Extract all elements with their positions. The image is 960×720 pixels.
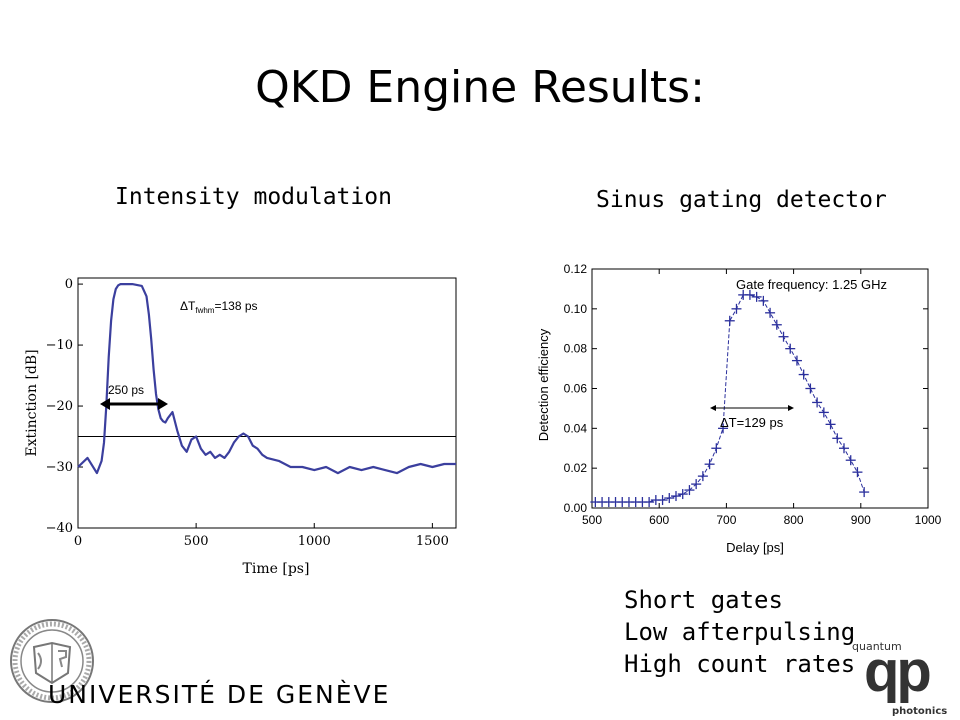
extinction-line [77,283,456,475]
y-tick-label: 0.00 [564,501,588,515]
fwhm-label: ΔTfwhm=138 ps [180,299,258,315]
plot-frame [77,277,457,529]
right-chart-frame [591,268,929,509]
intensity-modulation-chart: 0 500 1000 1500 0 −10 −20 −30 −40 Time [ps] Exti… [24,277,457,577]
qp-bottom-label: photonics [892,706,948,717]
slide-title: QKD Engine Results: [255,62,705,113]
x-tick-label: 1500 [416,534,449,549]
y-tick-label: 0 [65,277,73,292]
data-point [671,491,681,502]
x-tick-label: 0 [74,534,82,549]
x-tick-label: 500 [582,513,602,527]
right-subtitle: Sinus gating detector [596,187,887,213]
university-name: UNIVERSITÉ DE GENÈVE [48,680,391,709]
left-chart-frame [77,277,457,529]
data-point [677,489,688,500]
y-tick-label: 0.02 [564,461,588,475]
right-chart-ticks: 500 600 700 800 900 1000 0.00 0.02 0.04 0.06 0.08 0… [564,262,942,527]
data-point [771,319,782,330]
data-point [751,291,762,302]
sinus-gating-chart: 500 600 700 800 900 1000 0.00 0.02 0.04 0.06 0.08 0… [536,262,942,555]
y-tick-label: 0.04 [564,421,588,435]
data-point [731,303,742,314]
list-item: Short gates [624,586,783,614]
data-point [691,479,702,490]
y-tick-label: 0.06 [564,382,588,396]
qp-photonics-logo: quantum qp photonics [850,639,947,718]
data-point [684,485,695,496]
data-point [832,433,843,444]
left-y-axis-label: Extinction [dB] [24,349,40,456]
right-x-axis-label: Delay [ps] [726,540,784,555]
data-point [644,497,655,508]
right-chart-series [590,289,870,508]
data-point [812,397,823,408]
x-tick-label: 1000 [298,534,331,549]
list-item: Low afterpulsing [624,618,856,646]
data-point [818,407,829,418]
left-x-axis-label: Time [ps] [243,561,310,577]
y-tick-label: −40 [46,521,73,536]
data-point [664,493,675,504]
data-point [744,289,755,300]
feature-list: Short gates Low afterpulsing High count … [624,584,855,680]
data-point [805,383,816,394]
x-tick-label: 1000 [915,513,942,527]
data-point [852,467,863,478]
x-tick-label: 500 [184,534,209,549]
pulse-width-label: 250 ps [108,383,144,397]
y-tick-label: −20 [46,399,73,414]
data-point [697,471,708,482]
data-point [711,443,722,454]
y-tick-label: 0.12 [564,262,588,276]
plot-frame [591,268,929,509]
x-tick-label: 800 [784,513,804,527]
x-tick-label: 900 [851,513,871,527]
dt-arrow [710,405,794,411]
dt-label: ΔT=129 ps [720,415,784,430]
y-tick-label: −10 [46,338,73,353]
data-point [718,423,729,434]
data-point [798,369,809,380]
data-point [724,315,735,326]
gate-frequency-label: Gate frequency: 1.25 GHz [736,277,887,292]
data-point [785,343,796,354]
university-seal-logo [10,619,94,703]
data-point [791,355,802,366]
efficiency-line [595,294,865,503]
pulse-width-arrow [100,398,168,410]
left-subtitle: Intensity modulation [115,184,392,210]
data-point [845,455,856,466]
data-point [778,331,789,342]
data-point [859,487,870,498]
y-tick-label: 0.10 [564,302,588,316]
left-chart-series [77,283,456,475]
qp-top-label: quantum [852,640,902,653]
x-tick-label: 700 [716,513,736,527]
left-chart-ticks: 0 500 1000 1500 0 −10 −20 −30 −40 [46,277,449,549]
y-tick-label: 0.08 [564,342,588,356]
qp-mark: qp [864,639,932,704]
data-point [704,459,715,470]
y-tick-label: −30 [46,460,73,475]
data-point [758,295,769,306]
data-point [825,419,836,430]
data-point [765,307,776,318]
x-tick-label: 600 [649,513,669,527]
right-y-axis-label: Detection efficiency [536,328,551,441]
list-item: High count rates [624,650,856,678]
data-point [839,443,849,454]
data-point [657,495,668,506]
